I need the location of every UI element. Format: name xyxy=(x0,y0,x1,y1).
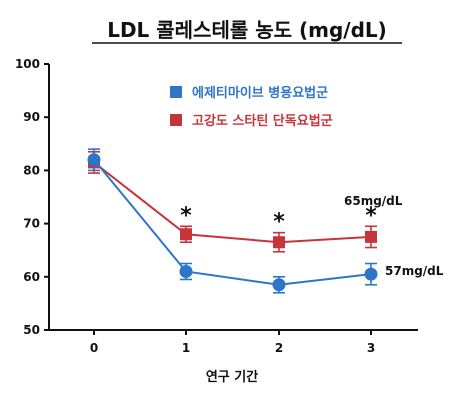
data-point xyxy=(180,228,192,241)
y-tick-label: 60 xyxy=(23,270,40,284)
y-tick-label: 90 xyxy=(23,110,40,124)
x-tick-label: 3 xyxy=(367,341,375,355)
annotation-label: 57mg/dL xyxy=(385,264,444,278)
x-tick-label: 1 xyxy=(182,341,190,355)
legend-entry: 고강도 스타틴 단독요법군 xyxy=(192,113,333,129)
x-tick-label: 0 xyxy=(90,341,98,355)
series-line xyxy=(93,159,372,286)
data-point xyxy=(273,236,285,249)
y-tick-label: 70 xyxy=(23,217,40,231)
annotation-label: 65mg/dL xyxy=(344,194,403,208)
x-axis-label: 연구 기간 xyxy=(206,369,258,385)
series-1 xyxy=(88,150,377,253)
axes: 50 60 70 80 90 100 0 1 2 3 xyxy=(15,57,418,355)
legend-swatch xyxy=(170,114,182,126)
significance-star: * xyxy=(273,210,285,235)
significance-star: * xyxy=(180,203,192,228)
chart-title: LDL 콜레스테롤 농도 (mg/dL) xyxy=(107,18,387,42)
series-layer xyxy=(87,148,378,294)
legend-entry: 에제티마이브 병용요법군 xyxy=(192,85,328,101)
y-tick-label: 100 xyxy=(15,57,40,71)
x-tick-label: 2 xyxy=(275,341,283,355)
data-point xyxy=(179,264,193,278)
y-tick-label: 80 xyxy=(23,163,40,177)
legend-swatch xyxy=(170,86,182,98)
data-point xyxy=(87,153,101,167)
series-0 xyxy=(87,148,378,294)
series-line xyxy=(93,161,372,244)
data-point xyxy=(365,230,377,243)
significance-star: * xyxy=(365,203,377,228)
data-point xyxy=(364,267,378,281)
y-tick-label: 50 xyxy=(23,323,40,337)
data-point xyxy=(272,278,286,292)
